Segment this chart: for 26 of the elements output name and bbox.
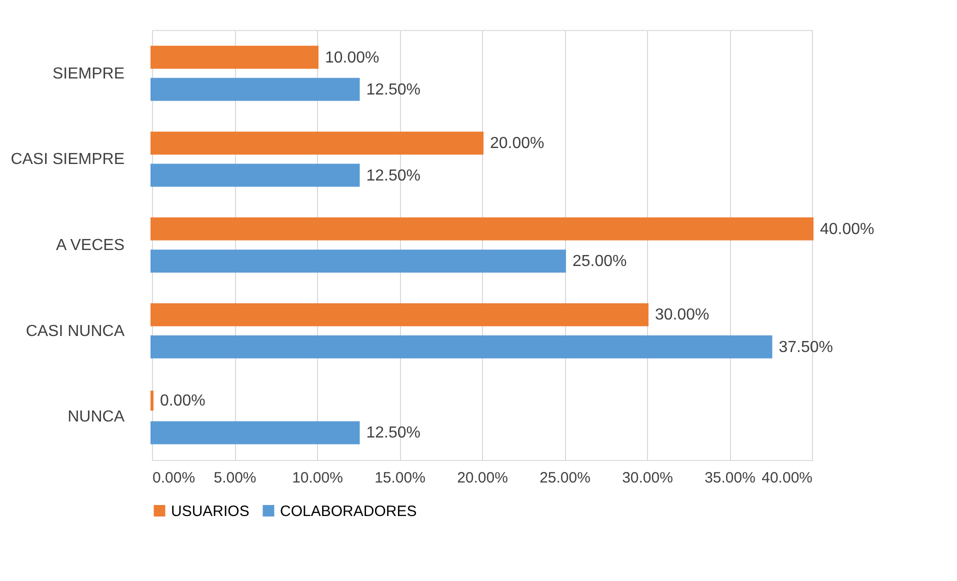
x-tick-label: 0.00% (152, 470, 196, 486)
data-label: 20.00% (490, 135, 544, 152)
legend-label: COLABORADORES (280, 502, 417, 520)
x-tick-label: 20.00% (457, 470, 508, 486)
data-label: 0.00% (160, 392, 206, 410)
y-tick-label: CASI SIEMPRE (10, 151, 124, 168)
data-label: 12.50% (366, 81, 421, 98)
y-tick-label: A VECES (56, 237, 124, 254)
data-label: 30.00% (655, 306, 710, 324)
data-label: 37.50% (778, 338, 834, 356)
x-tick-label: 15.00% (374, 470, 426, 486)
x-tick-label: 25.00% (540, 470, 590, 486)
x-tick-label: 35.00% (704, 470, 756, 486)
data-label: 40.00% (820, 220, 874, 238)
data-label: 10.00% (325, 49, 380, 66)
y-tick-label: NUNCA (68, 408, 125, 426)
legend-label: USUARIOS (171, 502, 250, 520)
x-tick-label: 40.00% (762, 470, 812, 486)
x-tick-label: 30.00% (622, 470, 673, 486)
x-tick-label: 10.00% (292, 470, 343, 486)
data-label: 25.00% (572, 253, 627, 270)
y-tick-label: CASI NUNCA (26, 322, 125, 340)
x-tick-label: 5.00% (214, 470, 256, 486)
data-label: 12.50% (366, 424, 421, 442)
y-tick-label: SIEMPRE (52, 65, 124, 82)
data-label: 12.50% (366, 167, 421, 184)
